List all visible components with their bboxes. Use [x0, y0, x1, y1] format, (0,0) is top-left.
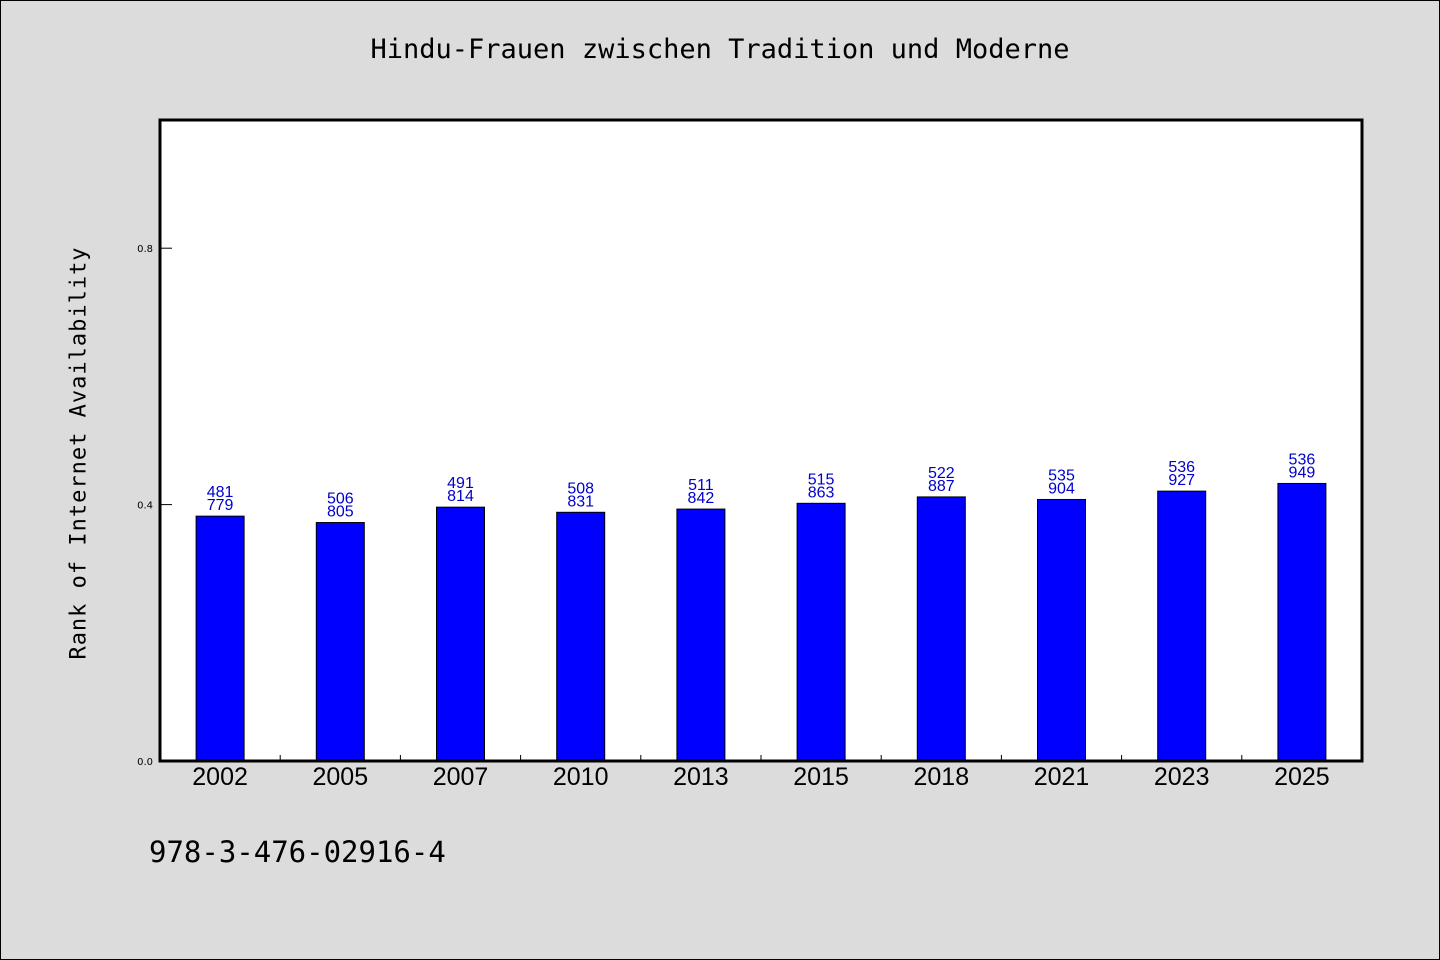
bar-2018: [916, 496, 966, 762]
bar-2013: [676, 508, 726, 762]
x-tick-label: 2015: [793, 763, 849, 791]
x-tick-label: 2021: [1034, 763, 1090, 791]
data-label-bottom: 949: [1289, 464, 1316, 481]
data-label-bottom: 842: [688, 490, 715, 507]
data-label-bottom: 779: [207, 497, 234, 514]
x-tick-label: 2010: [553, 763, 609, 791]
data-label-bottom: 887: [928, 478, 955, 495]
bar-2015: [796, 502, 846, 762]
data-label-top: 506: [327, 491, 354, 508]
data-label-bottom: 863: [808, 484, 835, 501]
data-label-top: 536: [1289, 451, 1316, 468]
x-tick-label: 2007: [433, 763, 489, 791]
x-tick-label: 2013: [673, 763, 729, 791]
bar-2021: [1037, 498, 1086, 762]
data-label-bottom: 805: [327, 504, 354, 521]
y-tick-label: 0.0: [137, 757, 153, 768]
x-tick-label: 2025: [1274, 763, 1330, 791]
data-label-top: 515: [808, 471, 835, 488]
bar-2023: [1157, 490, 1207, 762]
x-tick-label: 2002: [192, 763, 248, 791]
data-label-top: 481: [207, 484, 234, 501]
data-label-top: 491: [447, 475, 474, 492]
bar-2005: [315, 522, 365, 762]
x-tick-label: 2023: [1154, 763, 1210, 791]
x-tick-label: 2005: [312, 763, 368, 791]
bar-2007: [436, 506, 485, 762]
bar-2002: [195, 515, 245, 762]
y-tick-label: 0.8: [137, 244, 153, 255]
data-label-bottom: 814: [447, 488, 474, 505]
data-label-bottom: 904: [1048, 480, 1075, 497]
data-label-top: 522: [928, 465, 955, 482]
data-label-top: 536: [1168, 459, 1195, 476]
y-tick-label: 0.4: [137, 501, 153, 512]
plot-border: [158, 118, 1364, 763]
data-label-bottom: 831: [567, 493, 594, 510]
bar-2025: [1277, 482, 1327, 762]
isbn-text: 978-3-476-02916-4: [149, 835, 446, 869]
data-label-top: 508: [567, 480, 594, 497]
data-label-bottom: 927: [1168, 472, 1195, 489]
bar-2010: [556, 511, 606, 762]
data-label-top: 511: [688, 477, 714, 494]
chart-title: Hindu-Frauen zwischen Tradition und Mode…: [370, 34, 1070, 65]
data-label-top: 535: [1048, 467, 1075, 484]
x-tick-label: 2018: [913, 763, 969, 791]
